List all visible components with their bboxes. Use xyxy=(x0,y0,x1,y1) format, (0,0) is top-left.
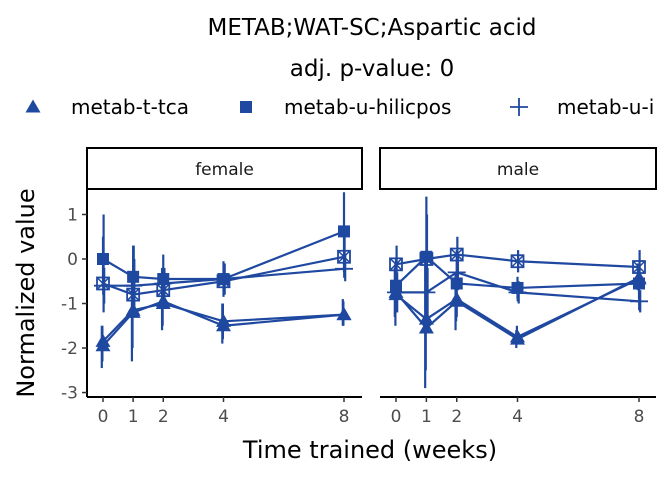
data-point xyxy=(632,260,646,274)
facet-label-female: female xyxy=(195,160,254,180)
data-point xyxy=(419,252,434,266)
data-point xyxy=(216,313,231,327)
data-point-box xyxy=(389,257,403,272)
x-tick-label: 1 xyxy=(128,407,139,427)
data-point xyxy=(94,276,112,295)
x-tick-label: 8 xyxy=(339,407,350,427)
x-tick-label: 1 xyxy=(421,407,432,427)
data-point-box xyxy=(510,254,525,269)
y-tick-label: -1 xyxy=(61,295,78,315)
data-point-diag xyxy=(419,252,433,266)
data-point xyxy=(214,270,233,289)
legend-key-plus xyxy=(510,98,528,116)
y-tick-label: -3 xyxy=(61,384,78,404)
facet-strip-female: female xyxy=(86,147,363,190)
data-point xyxy=(450,277,463,290)
chart-title: METAB;WAT-SC;Aspartic acid xyxy=(208,15,537,41)
data-point xyxy=(449,247,464,262)
data-point xyxy=(338,225,350,238)
y-tick-label: 1 xyxy=(67,205,78,225)
x-axis-title: Time trained (weeks) xyxy=(242,436,497,464)
data-point xyxy=(335,259,353,278)
data-point xyxy=(510,254,525,269)
legend-key-triangle xyxy=(25,99,41,113)
data-point xyxy=(418,311,434,325)
axes: 10-1-2-30 1 2 4 8 0 1 2 4 8 xyxy=(61,190,656,427)
legend-key-square xyxy=(240,101,252,113)
x-tick-label: 0 xyxy=(391,407,402,427)
x-tick-label: 4 xyxy=(218,407,229,427)
data-point xyxy=(337,249,351,264)
data-point xyxy=(508,283,527,302)
x-tick-label: 0 xyxy=(98,407,109,427)
series-female-metab-u-i xyxy=(94,254,353,308)
data-point xyxy=(389,257,403,272)
x-tick-label: 2 xyxy=(158,407,169,427)
legend-label: metab-t-tca xyxy=(71,95,189,119)
legend-label: metab-u-hilicpos xyxy=(284,95,451,119)
data-point-box xyxy=(632,260,646,274)
data-point-diag xyxy=(510,254,525,268)
y-tick-label: 0 xyxy=(67,250,78,270)
chart-subtitle: adj. p-value: 0 xyxy=(290,56,455,82)
data-point xyxy=(417,283,436,302)
data-point-diag xyxy=(337,250,351,264)
facet-label-male: male xyxy=(497,160,539,180)
data-point-box xyxy=(419,252,434,266)
data-point xyxy=(633,277,645,290)
facet-strip-male: male xyxy=(379,147,657,190)
data-point xyxy=(124,276,143,295)
data-point xyxy=(447,263,466,282)
x-tick-label: 4 xyxy=(512,407,523,427)
data-point xyxy=(154,274,173,293)
data-point xyxy=(630,292,648,311)
data-point-box xyxy=(449,247,464,262)
data-point xyxy=(510,329,525,343)
y-axis-title: Normalized value xyxy=(12,188,40,397)
data-point-diag xyxy=(389,257,403,271)
data-point xyxy=(95,333,111,347)
series-male-metab-u-i xyxy=(387,254,648,317)
x-tick-label: 2 xyxy=(451,407,462,427)
x-tick-label: 8 xyxy=(634,407,645,427)
legend-label: metab-u-i xyxy=(557,95,654,119)
data-point-diag xyxy=(450,248,464,262)
data-point-diag xyxy=(632,260,646,274)
legend: metab-t-tca metab-u-hilicpos metab-u-i xyxy=(25,95,654,119)
plot-layer xyxy=(94,192,648,389)
data-point xyxy=(387,283,405,302)
data-point xyxy=(336,307,352,321)
y-tick-label: -2 xyxy=(61,339,78,359)
